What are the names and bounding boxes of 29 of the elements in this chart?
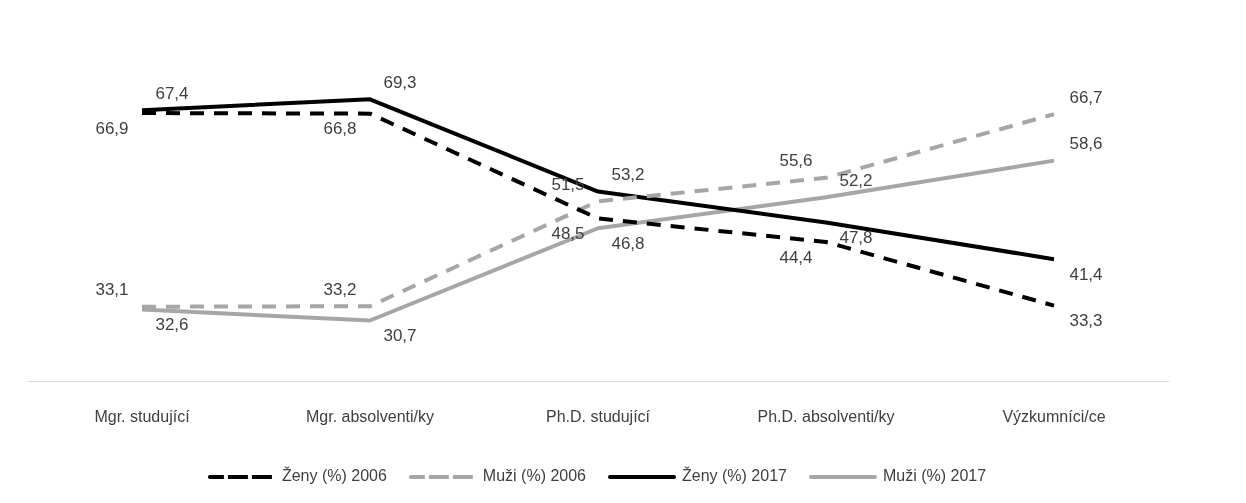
data-label: 41,4	[1069, 264, 1103, 284]
data-label: 53,2	[611, 165, 645, 185]
x-tick-label: Výzkumníci/ce	[1002, 407, 1106, 425]
legend-label: Ženy (%) 2017	[682, 466, 788, 485]
data-label: 55,6	[779, 151, 813, 171]
legend-label: Muži (%) 2006	[482, 467, 587, 485]
data-label: 30,7	[383, 326, 417, 346]
x-tick-label: Ph.D. studující	[545, 407, 651, 425]
data-label: 44,4	[779, 247, 813, 267]
data-label: 33,2	[323, 279, 357, 299]
data-label: 66,8	[323, 119, 357, 139]
legend-label: Ženy (%) 2006	[281, 466, 387, 485]
data-label: 47,8	[839, 228, 873, 248]
data-label: 51,5	[551, 174, 585, 194]
data-label: 48,5	[551, 224, 585, 244]
legend-label: Muži (%) 2017	[882, 467, 987, 485]
data-label: 46,8	[611, 233, 645, 253]
data-label: 33,1	[95, 280, 129, 300]
data-label: 33,3	[1069, 311, 1103, 331]
x-tick-label: Ph.D. absolventi/ky	[757, 407, 895, 425]
data-label: 69,3	[383, 73, 417, 92]
data-label: 67,4	[155, 83, 189, 103]
data-label: 66,7	[1069, 87, 1103, 107]
data-label: 66,9	[95, 118, 129, 138]
data-label: 52,2	[839, 170, 873, 190]
data-label: 58,6	[1069, 134, 1103, 154]
x-tick-label: Mgr. studující	[94, 407, 191, 425]
data-label: 32,6	[155, 315, 189, 335]
x-tick-label: Mgr. absolventi/ky	[305, 407, 435, 425]
